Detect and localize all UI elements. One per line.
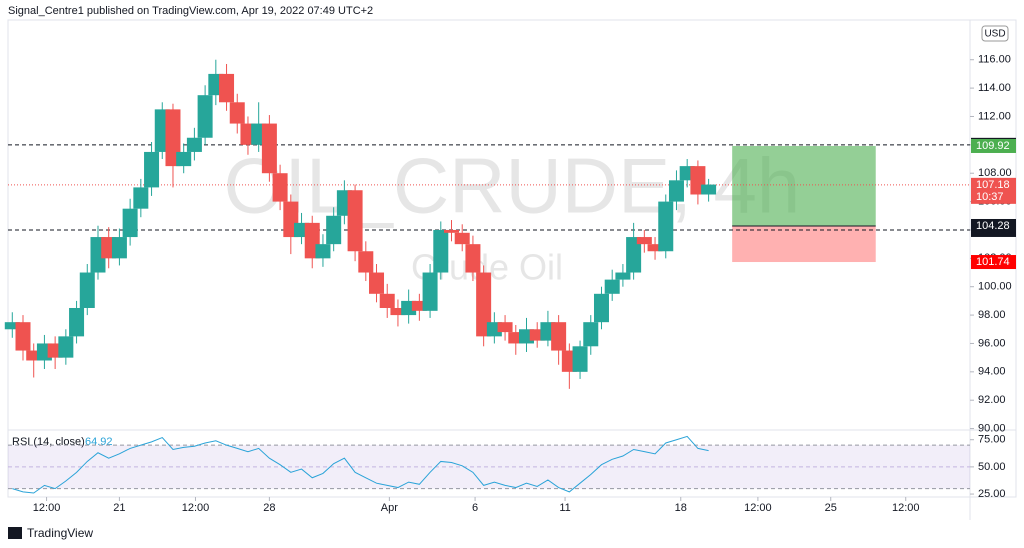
candle-body — [658, 201, 674, 252]
candle-body — [476, 272, 492, 337]
candle-body — [508, 332, 524, 344]
candle-body — [433, 229, 449, 273]
y-tick-label: 100.00 — [978, 281, 1012, 293]
rsi-y-tick-label: 75.00 — [978, 434, 1006, 446]
candle-body — [261, 123, 277, 174]
candle-body — [122, 208, 138, 238]
target-label: 109.92 — [976, 140, 1010, 152]
candle-body — [529, 329, 545, 341]
candle-body — [454, 232, 470, 245]
candle-body — [272, 173, 288, 202]
y-tick-label: 108.00 — [978, 167, 1012, 179]
candle-body — [411, 300, 427, 311]
candle-body — [358, 251, 374, 273]
rsi-y-tick-label: 50.00 — [978, 461, 1006, 473]
stop-label: 101.74 — [976, 256, 1010, 268]
x-tick-label: Apr — [381, 502, 398, 514]
x-tick-label: 12:00 — [892, 502, 920, 514]
x-tick-label: 6 — [472, 502, 478, 514]
candle-body — [636, 237, 652, 245]
y-tick-label: 114.00 — [978, 82, 1011, 94]
stop-label-box — [971, 255, 1016, 270]
header: Signal_Centre1 published on TradingView.… — [8, 5, 373, 17]
candle-body — [626, 237, 642, 273]
y-tick-label: 94.00 — [978, 366, 1006, 378]
candle-body — [701, 184, 717, 195]
candle-body — [15, 322, 31, 351]
candle-body — [79, 272, 95, 308]
last-price-label: 107.18 — [976, 179, 1010, 191]
y-tick-label: 112.00 — [978, 110, 1011, 122]
rsi-y-tick-label: 25.00 — [978, 488, 1006, 500]
y-tick-label: 90.00 — [978, 422, 1006, 434]
candle-body — [369, 272, 385, 294]
x-tick-label: 18 — [675, 502, 687, 514]
candle-body — [390, 307, 406, 316]
candle-body — [186, 137, 202, 152]
candle-body — [326, 215, 342, 245]
x-tick-label: 11 — [559, 502, 570, 514]
candle-body — [465, 244, 481, 273]
rsi-value: 64.92 — [85, 436, 113, 448]
currency-box[interactable] — [981, 25, 1009, 42]
candle-body — [444, 229, 460, 233]
candle-body — [551, 322, 567, 351]
x-tick-label: 12:00 — [33, 502, 61, 514]
candle-body — [26, 350, 42, 361]
rsi-line — [12, 435, 709, 494]
candle-body — [229, 102, 245, 124]
y-tick-label: 116.00 — [978, 54, 1011, 66]
candle-body — [668, 180, 684, 202]
footer: TradingView — [27, 526, 93, 540]
candle-body — [69, 307, 85, 337]
y-tick-label: 96.00 — [978, 337, 1006, 349]
entry-label: 104.28 — [976, 220, 1010, 232]
candle-body — [176, 151, 192, 167]
last-price-label-box — [971, 177, 1016, 204]
target-label-box — [971, 138, 1016, 153]
candle-body — [604, 279, 620, 294]
logo-icon — [8, 527, 22, 539]
stop-zone — [732, 225, 876, 263]
currency: USD — [984, 29, 1005, 40]
x-tick-label: 12:00 — [744, 502, 772, 514]
candle-body — [572, 346, 588, 372]
x-tick-label: 21 — [113, 502, 125, 514]
candle-body — [379, 293, 395, 308]
rsi-band — [8, 445, 970, 489]
candle-body — [497, 322, 513, 333]
candle-body — [615, 272, 631, 280]
candle-body — [197, 95, 213, 138]
y-tick-label: 98.00 — [978, 309, 1006, 321]
countdown: 10:37 — [976, 191, 1004, 203]
candle-body — [347, 190, 363, 252]
candle-body — [144, 151, 160, 188]
x-tick-label: 25 — [825, 502, 837, 514]
candle-body — [219, 73, 235, 103]
entry-label-box — [971, 218, 1016, 233]
candle-body — [315, 244, 331, 259]
y-tick-label: 92.00 — [978, 394, 1006, 406]
x-tick-label: 28 — [263, 502, 275, 514]
candle-body — [111, 237, 127, 259]
candle-body — [4, 322, 20, 330]
x-tick-label: 12:00 — [182, 502, 210, 514]
candle-body — [583, 322, 599, 347]
candle-body — [133, 187, 149, 209]
candle-body — [647, 244, 663, 252]
candle-body — [58, 336, 74, 358]
candle-body — [422, 272, 438, 311]
candle-body — [593, 293, 609, 323]
target-zone — [732, 145, 876, 226]
